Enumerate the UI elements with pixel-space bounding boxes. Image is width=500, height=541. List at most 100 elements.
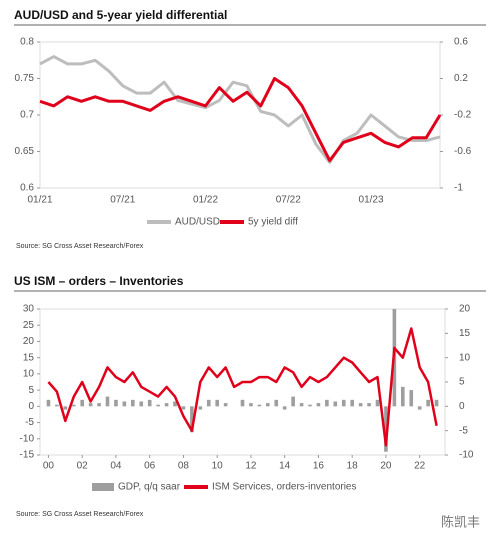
y-tick-label: 0 [28,401,34,412]
bar [367,403,371,407]
bar [274,399,279,407]
bar [401,386,405,407]
bar [173,401,177,407]
bar [240,399,245,407]
x-tick-label: 01/21 [27,195,52,206]
x-tick-label: 02 [77,461,89,472]
y-tick-label: 0.8 [20,37,34,48]
bar [417,406,422,410]
bar [409,390,414,407]
y-tick-label: 0.7 [20,110,34,121]
x-tick-label: 00 [43,461,55,472]
x-tick-label: 07/21 [110,195,135,206]
line-series [39,55,441,164]
y-tick-label: 15 [23,352,35,363]
bar [71,404,76,407]
line-series [47,327,438,447]
y-tick-label: -10 [20,433,35,444]
bar [156,404,160,407]
y-tick-label: 10 [23,369,35,380]
x-tick-label: 07/22 [276,195,301,206]
bar [131,399,135,407]
x-tick-label: 16 [313,461,325,472]
bar [88,403,93,407]
bar [299,403,304,407]
y2-tick-label: -0.2 [454,110,472,121]
x-tick-label: 01/22 [193,195,218,206]
watermark: 陈凯丰 [441,514,480,529]
bar [46,399,51,407]
bar [190,406,194,433]
bar [206,399,211,407]
y-tick-label: 5 [28,385,34,396]
bar [114,399,118,407]
y-tick-label: 0.65 [15,146,35,157]
x-tick-label: 18 [347,461,359,472]
legend-label: 5y yield diff [248,217,298,228]
bar [384,406,388,452]
chart-title: US ISM – orders – Inventories [14,274,184,288]
y-tick-label: 0.6 [20,183,34,194]
source: Source: SG Cross Asset Research/Forex [16,511,144,518]
y2-tick-label: 10 [459,352,471,363]
x-tick-label: 08 [178,461,190,472]
x-tick-label: 12 [245,461,257,472]
y2-tick-label: -1 [454,183,463,194]
y-tick-label: 30 [23,304,35,315]
x-tick-label: 04 [110,461,122,472]
bar [63,406,68,410]
y2-tick-label: 15 [459,328,471,339]
x-tick-label: 01/23 [359,195,384,206]
y-tick-label: -15 [20,450,35,461]
x-tick-label: 20 [380,461,392,472]
y-tick-label: 20 [23,336,35,347]
legend-swatch [92,483,114,491]
bar [426,399,430,407]
bar [164,403,169,407]
source: Source: SG Cross Asset Research/Forex [16,243,144,250]
chart-title: AUD/USD and 5-year yield differential [14,8,227,22]
bar [358,403,363,407]
bar [282,406,287,410]
bar [333,401,338,407]
bar [350,399,354,407]
bar [122,401,127,407]
bar [341,399,346,407]
bar [223,403,228,407]
bar [181,406,186,410]
y-tick-label: 25 [23,320,35,331]
legend-label: AUD/USD [175,217,220,228]
bar [55,404,59,407]
bar [308,404,312,407]
y2-tick-label: 0.2 [454,73,468,84]
x-tick-label: 14 [279,461,291,472]
y2-tick-label: 20 [459,304,471,315]
bar [316,403,321,407]
y-tick-label: 0.75 [15,73,35,84]
y2-tick-label: -0.6 [454,146,472,157]
legend-label: ISM Services, orders-inventories [212,482,357,493]
bar [147,399,152,407]
bar [198,406,203,410]
line-series [39,77,442,163]
bar [105,396,110,407]
bar [375,399,380,407]
x-tick-label: 22 [414,461,426,472]
bar [434,399,439,407]
x-tick-label: 06 [144,461,156,472]
y2-tick-label: -10 [459,450,474,461]
bar [257,404,262,407]
y2-tick-label: 0.6 [454,37,468,48]
y2-tick-label: -5 [459,425,468,436]
bar [215,399,219,407]
x-tick-label: 10 [212,461,224,472]
y2-tick-label: 0 [459,401,465,412]
y2-tick-label: 5 [459,377,465,388]
bar [291,396,295,407]
legend-label: GDP, q/q saar [118,482,181,493]
bar [266,403,270,407]
bar [249,403,253,407]
bar [80,399,84,407]
bar [97,403,101,407]
